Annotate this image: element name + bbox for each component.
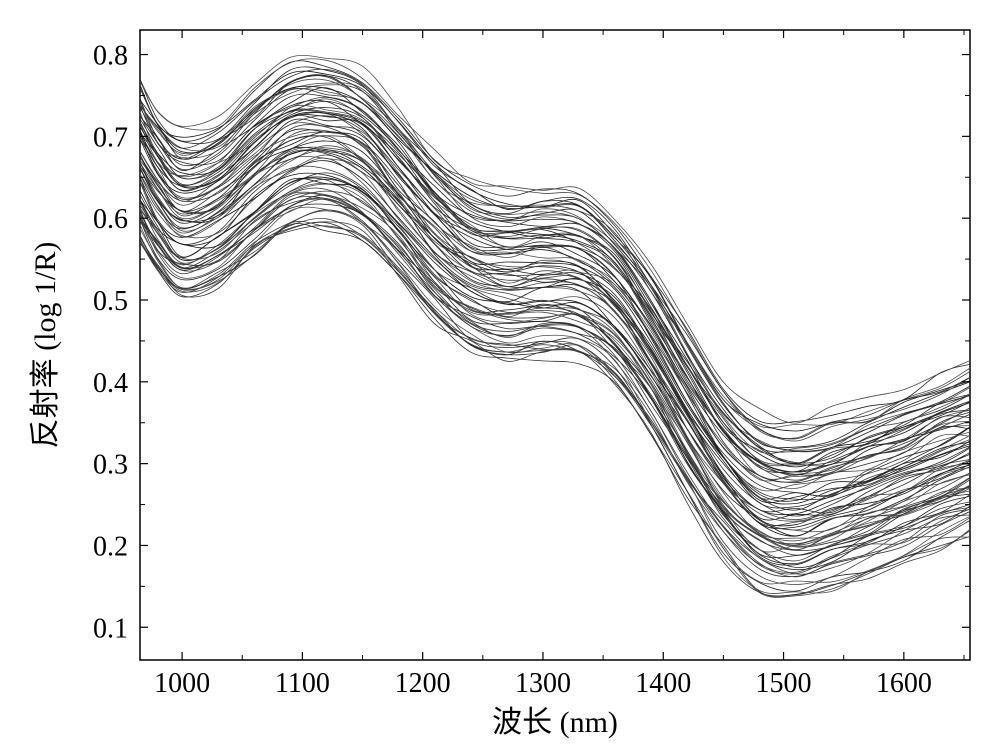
spectral-line bbox=[140, 198, 970, 577]
spectral-line bbox=[140, 67, 970, 450]
spectral-line bbox=[140, 193, 970, 567]
spectral-line bbox=[140, 224, 970, 570]
spectral-line bbox=[140, 211, 970, 585]
y-tick-label: 0.6 bbox=[93, 204, 128, 235]
spectral-line bbox=[140, 136, 970, 513]
spectral-line bbox=[140, 147, 970, 488]
x-axis-title: 波长 (nm) bbox=[492, 706, 618, 739]
spectral-line bbox=[140, 226, 970, 577]
chart-svg: 1000 1100 1200 1300 1400 1500 1600 波长 (nm) 0.1 0.… bbox=[0, 0, 1000, 751]
x-tick-label: 1300 bbox=[515, 668, 571, 699]
spectral-line bbox=[140, 177, 970, 565]
spectral-line bbox=[140, 178, 970, 528]
x-tick-label: 1000 bbox=[154, 668, 210, 699]
spectral-line bbox=[140, 156, 970, 530]
x-tick-label: 1500 bbox=[756, 668, 812, 699]
spectral-line bbox=[140, 89, 970, 452]
y-tick-label: 0.1 bbox=[93, 613, 128, 644]
spectral-line bbox=[140, 136, 970, 526]
spectral-line bbox=[140, 116, 970, 500]
spectral-line bbox=[140, 61, 970, 424]
spectral-line bbox=[140, 69, 970, 439]
spectral-line bbox=[140, 79, 970, 428]
y-tick-label: 0.2 bbox=[93, 531, 128, 562]
y-tick-label: 0.4 bbox=[93, 368, 128, 399]
y-tick-label: 0.5 bbox=[93, 286, 128, 317]
spectral-lines bbox=[140, 55, 970, 597]
spectral-line bbox=[140, 173, 970, 558]
spectral-line bbox=[140, 141, 970, 508]
x-tick-label: 1100 bbox=[275, 668, 330, 699]
y-axis-title: 反射率 (log 1/R) bbox=[29, 242, 62, 449]
spectral-line bbox=[140, 136, 970, 532]
spectral-line bbox=[140, 71, 970, 448]
y-tick-label: 0.8 bbox=[93, 41, 128, 72]
spectral-chart: 1000 1100 1200 1300 1400 1500 1600 波长 (nm) 0.1 0.… bbox=[0, 0, 1000, 751]
x-tick-label: 1400 bbox=[635, 668, 691, 699]
x-tick-label: 1200 bbox=[395, 668, 451, 699]
spectral-line bbox=[140, 161, 970, 536]
spectral-line bbox=[140, 207, 970, 593]
spectral-line bbox=[140, 112, 970, 503]
y-tick-label: 0.7 bbox=[93, 122, 128, 153]
spectral-line bbox=[140, 129, 970, 504]
x-tick-label: 1600 bbox=[876, 668, 932, 699]
spectral-line bbox=[140, 132, 970, 481]
spectral-line bbox=[140, 199, 970, 584]
y-tick-label: 0.3 bbox=[93, 450, 128, 481]
